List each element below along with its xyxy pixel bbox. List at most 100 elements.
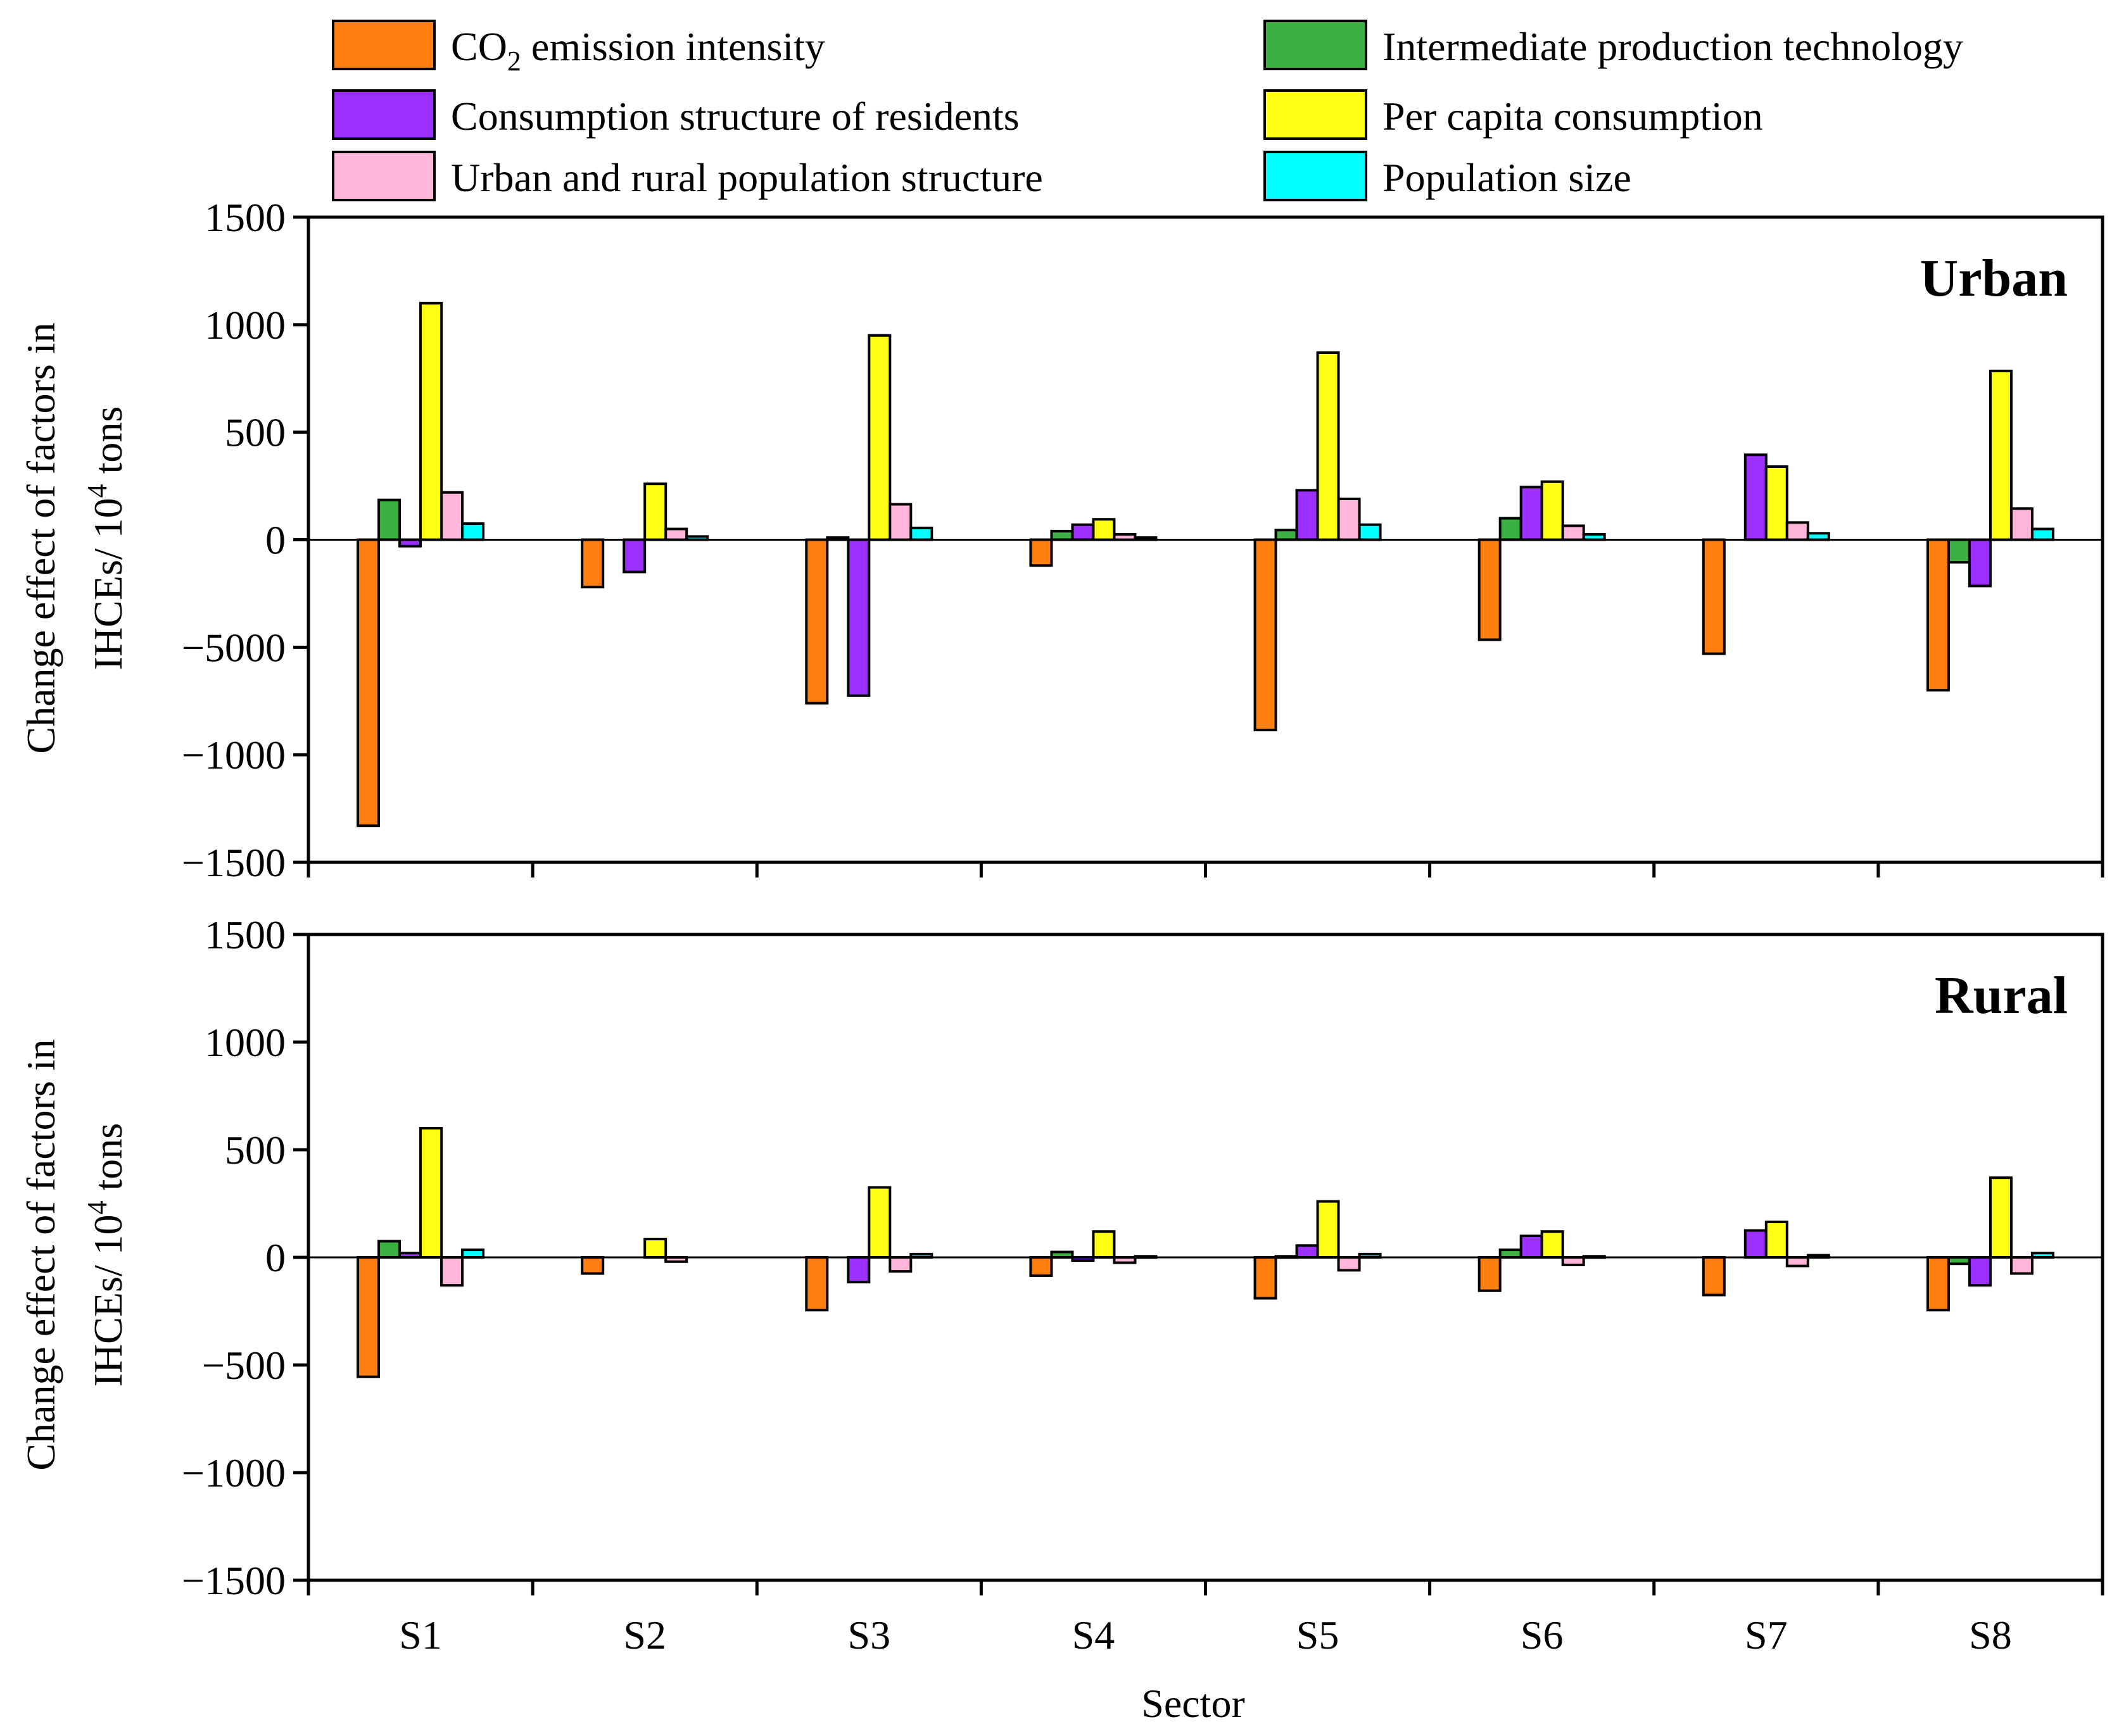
urban-bar-s5-population-size xyxy=(1358,523,1382,541)
legend-swatch-co2-intensity xyxy=(332,20,436,70)
legend-swatch-consumption-structure xyxy=(332,89,436,140)
urban-y-tick-label: 1500 xyxy=(205,195,286,240)
y-axis-label-urban-line2: IHCEs/ 104 tons xyxy=(82,406,130,670)
rural-bar-s4-intermediate-tech xyxy=(1050,1250,1074,1259)
rural-bar-s7-population-structure xyxy=(1785,1256,1809,1267)
urban-y-tick-label: 1000 xyxy=(205,303,286,348)
urban-bar-s1-population-structure xyxy=(440,491,464,541)
x-tick-label-s2: S2 xyxy=(623,1613,666,1657)
y-axis-label-rural-line1: Change effect of factors in xyxy=(18,1039,63,1470)
rural-y-tick-label: −1500 xyxy=(182,1558,286,1603)
rural-bar-s1-population-structure xyxy=(440,1256,464,1287)
urban-bar-s3-consumption-structure xyxy=(847,538,871,697)
urban-bar-s8-population-structure xyxy=(2009,507,2034,541)
urban-bar-s8-co2-intensity xyxy=(1926,538,1950,692)
urban-bar-s4-population-structure xyxy=(1113,533,1137,541)
rural-y-tick-label: −1000 xyxy=(182,1450,286,1495)
rural-bar-s5-population-structure xyxy=(1337,1256,1361,1272)
urban-bar-s2-consumption-structure xyxy=(623,538,647,574)
rural-bar-s7-per-capita xyxy=(1764,1220,1788,1259)
rural-bar-s5-co2-intensity xyxy=(1253,1256,1277,1300)
urban-bar-s5-co2-intensity xyxy=(1253,538,1277,732)
rural-bar-s1-population-size xyxy=(461,1249,485,1259)
rural-y-tick-label: 1500 xyxy=(205,912,286,957)
y-axis-label-urban-line1: Change effect of factors in xyxy=(18,322,63,753)
x-tick-label-s6: S6 xyxy=(1521,1613,1564,1657)
rural-bar-s5-intermediate-tech xyxy=(1274,1255,1298,1259)
legend-label-population-size: Population size xyxy=(1382,155,1631,200)
urban-bar-s8-intermediate-tech xyxy=(1947,538,1971,564)
rural-bar-s6-co2-intensity xyxy=(1477,1256,1502,1292)
rural-bar-s8-consumption-structure xyxy=(1968,1256,1992,1287)
urban-bar-s6-consumption-structure xyxy=(1519,486,1543,541)
legend-swatch-population-structure xyxy=(332,151,436,201)
legend-label-population-structure: Urban and rural population structure xyxy=(451,155,1043,200)
x-tick-label-s8: S8 xyxy=(1969,1613,2012,1657)
urban-bar-s3-per-capita xyxy=(868,334,892,541)
urban-y-tick-label: −5000 xyxy=(182,625,286,670)
urban-bar-s1-co2-intensity xyxy=(357,538,381,827)
urban-bar-s8-consumption-structure xyxy=(1968,538,1992,588)
urban-bar-s4-population-size xyxy=(1134,536,1158,541)
x-tick-label-s7: S7 xyxy=(1745,1613,1788,1657)
rural-bar-s6-per-capita xyxy=(1540,1230,1564,1259)
urban-bar-s2-co2-intensity xyxy=(581,538,605,589)
urban-bar-s5-consumption-structure xyxy=(1295,489,1319,541)
legend-swatch-intermediate-tech xyxy=(1263,20,1367,70)
urban-bar-s5-intermediate-tech xyxy=(1274,529,1298,541)
legend-label-intermediate-tech: Intermediate production technology xyxy=(1382,24,1963,69)
urban-bar-s2-population-size xyxy=(685,535,709,541)
rural-bar-s8-co2-intensity xyxy=(1926,1256,1950,1312)
rural-y-tick-label: 1000 xyxy=(205,1020,286,1065)
legend-swatch-per-capita xyxy=(1263,89,1367,140)
legend-item-intermediate-tech: Intermediate production technology xyxy=(1263,20,1963,70)
urban-bar-s3-co2-intensity xyxy=(805,538,829,705)
rural-bar-s8-population-structure xyxy=(2009,1256,2034,1275)
urban-y-tick-label: 0 xyxy=(265,518,286,563)
rural-bar-s5-per-capita xyxy=(1316,1200,1340,1259)
rural-bar-s4-population-size xyxy=(1134,1255,1158,1259)
legend-item-consumption-structure: Consumption structure of residents xyxy=(332,89,1020,140)
urban-bar-s5-population-structure xyxy=(1337,497,1361,541)
rural-bar-s3-co2-intensity xyxy=(805,1256,829,1312)
rural-bar-s5-consumption-structure xyxy=(1295,1244,1319,1259)
rural-bar-s7-consumption-structure xyxy=(1743,1229,1768,1259)
urban-bar-s4-per-capita xyxy=(1092,518,1116,541)
legend-swatch-population-size xyxy=(1263,151,1367,201)
x-axis-label: Sector xyxy=(1141,1681,1245,1726)
urban-bar-s6-co2-intensity xyxy=(1477,538,1502,641)
rural-bar-s8-intermediate-tech xyxy=(1947,1256,1971,1266)
rural-bar-s2-per-capita xyxy=(643,1238,667,1259)
urban-bar-s6-per-capita xyxy=(1540,480,1564,541)
rural-bar-s6-population-size xyxy=(1582,1255,1606,1259)
urban-bar-s7-population-structure xyxy=(1785,521,1809,541)
legend-label-per-capita: Per capita consumption xyxy=(1382,94,1763,139)
urban-bar-s7-consumption-structure xyxy=(1743,453,1768,541)
rural-bar-s2-co2-intensity xyxy=(581,1256,605,1275)
y-axis-label-rural-line2: IHCEs/ 104 tons xyxy=(82,1123,130,1387)
x-tick-label-s5: S5 xyxy=(1296,1613,1339,1657)
urban-bar-s1-per-capita xyxy=(419,301,443,541)
y-axis-label-urban: Change effect of factors in IHCEs/ 104 t… xyxy=(18,322,130,753)
x-tick-label-s3: S3 xyxy=(848,1613,891,1657)
x-tick-label-s1: S1 xyxy=(399,1613,442,1657)
urban-bar-s1-intermediate-tech xyxy=(377,498,402,541)
urban-bar-s4-consumption-structure xyxy=(1071,523,1095,541)
urban-bar-s6-intermediate-tech xyxy=(1498,517,1522,541)
urban-bar-s5-per-capita xyxy=(1316,351,1340,541)
rural-bar-s6-population-structure xyxy=(1561,1256,1585,1266)
urban-y-tick-label: −1500 xyxy=(182,840,286,885)
legend-item-per-capita: Per capita consumption xyxy=(1263,89,1763,140)
rural-bar-s4-consumption-structure xyxy=(1071,1256,1095,1262)
urban-bar-s3-intermediate-tech xyxy=(826,536,850,541)
legend-label-consumption-structure: Consumption structure of residents xyxy=(451,94,1020,139)
panel-rural: 1500 1000 500 0 −500 −1000 −1500 S1 S2 S3 S4 S5 S6 S7… xyxy=(182,912,2104,1657)
urban-bar-s7-per-capita xyxy=(1764,465,1788,541)
rural-bar-s4-per-capita xyxy=(1092,1230,1116,1259)
rural-panel-title: Rural xyxy=(1935,966,2068,1025)
rural-bar-s4-population-structure xyxy=(1113,1256,1137,1264)
urban-bar-s2-population-structure xyxy=(664,527,688,541)
y-axis-label-rural: Change effect of factors in IHCEs/ 104 t… xyxy=(18,1039,130,1470)
rural-bar-s2-population-structure xyxy=(664,1256,688,1263)
rural-y-tick-label: 500 xyxy=(225,1128,286,1173)
